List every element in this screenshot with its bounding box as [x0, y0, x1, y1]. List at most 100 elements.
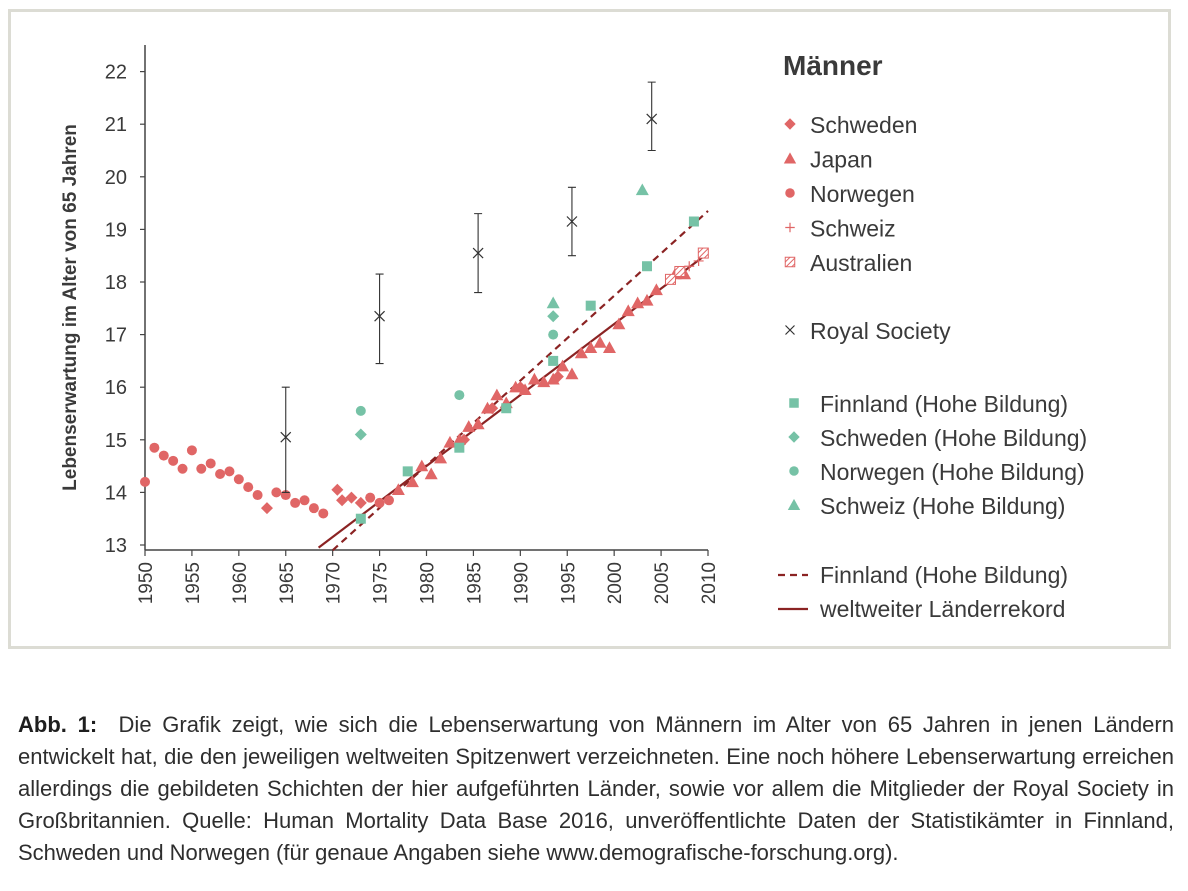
y-tick-label: 14: [105, 482, 127, 504]
record-point: [391, 483, 405, 495]
royal-society-point: [646, 113, 658, 125]
record-point: [518, 383, 532, 396]
record-point: [684, 261, 695, 272]
x-tick-label: 2010: [699, 562, 720, 604]
legend-marker: [783, 152, 797, 164]
legend-marker: [784, 256, 796, 268]
record-point: [602, 341, 616, 353]
royal-society-point: [472, 247, 484, 259]
legend-label: Japan: [810, 147, 873, 173]
record-point: [374, 497, 385, 508]
record-point: [415, 459, 429, 472]
legend-marker: [784, 118, 796, 130]
error-bar: [375, 273, 384, 365]
record-point: [697, 247, 709, 259]
error-bar: [647, 81, 656, 152]
education-point: [547, 310, 560, 323]
x-tick-label: 1995: [558, 562, 579, 604]
legend-marker: [785, 325, 795, 335]
x-tick-label: 2005: [652, 562, 673, 604]
record-point: [546, 372, 560, 385]
x-tick-label: 1970: [324, 562, 345, 604]
education-point: [548, 329, 559, 340]
legend: Männer Schweden Japan Norwegen Schweiz Austra…: [778, 50, 1087, 622]
education-point: [688, 216, 699, 227]
legend-label: Australien: [810, 250, 912, 276]
legend-label: Norwegen (Hohe Bildung): [820, 459, 1085, 485]
record-point: [243, 482, 254, 493]
royal-society-point: [374, 310, 386, 322]
education-point: [402, 466, 413, 477]
record-point: [331, 483, 344, 496]
legend-marker: [785, 222, 795, 233]
legend-label: weltweiter Länderrekord: [819, 596, 1065, 622]
figure-caption: Abb. 1: Die Grafik zeigt, wie sich die L…: [18, 709, 1174, 869]
record-point: [640, 293, 654, 306]
record-point: [383, 495, 394, 506]
x-tick-label: 1955: [183, 562, 204, 604]
record-point: [158, 450, 169, 461]
record-point: [233, 474, 244, 485]
record-point: [149, 442, 160, 453]
record-point: [168, 455, 179, 466]
x-tick-label: 1960: [230, 562, 251, 604]
education-point: [635, 183, 649, 196]
record-point: [140, 476, 150, 487]
record-point: [196, 463, 207, 474]
education-point: [454, 442, 465, 453]
y-tick-label: 16: [105, 377, 127, 399]
record-point: [574, 346, 588, 359]
record-point: [186, 445, 197, 456]
legend-label: Finnland (Hohe Bildung): [820, 391, 1068, 417]
record-point: [271, 487, 282, 498]
education-point: [548, 355, 559, 366]
record-point: [365, 492, 376, 503]
record-point: [290, 497, 301, 508]
record-point: [318, 508, 329, 519]
education-point: [355, 405, 366, 416]
record-point: [177, 463, 188, 474]
y-tick-label: 21: [105, 114, 127, 136]
legend-marker: [788, 431, 800, 443]
y-tick-label: 15: [105, 430, 127, 452]
legend-marker: [789, 466, 799, 476]
record-point: [649, 283, 663, 296]
caption-text: Die Grafik zeigt, wie sich die Lebenserw…: [18, 712, 1174, 865]
figure-frame: [8, 9, 1171, 649]
x-tick-label: 1990: [511, 562, 532, 604]
y-tick-label: 22: [105, 62, 127, 84]
education-point: [642, 261, 653, 272]
record-point: [462, 420, 476, 432]
record-point: [452, 433, 466, 445]
record-point: [405, 475, 419, 488]
record-point: [345, 491, 358, 504]
y-axis-label: Lebenserwartung im Alter von 65 Jahren: [60, 124, 81, 491]
education-point: [501, 403, 512, 414]
record-point: [252, 490, 263, 501]
record-point: [490, 388, 504, 401]
legend-label: Schweden (Hohe Bildung): [820, 425, 1087, 451]
data-marks: [140, 81, 709, 524]
record-point: [215, 468, 226, 479]
record-point: [424, 467, 438, 480]
x-tick-label: 2000: [605, 562, 626, 604]
record-point: [621, 304, 635, 317]
x-tick-label: 1965: [277, 562, 298, 604]
legend-marker: [789, 398, 799, 408]
record-point: [593, 335, 607, 348]
y-tick-label: 13: [105, 535, 127, 557]
legend-label: Norwegen: [810, 181, 915, 207]
record-point: [224, 466, 235, 477]
legend-label: Schweiz (Hohe Bildung): [820, 493, 1065, 519]
record-point: [664, 273, 676, 285]
record-point: [434, 451, 448, 464]
legend-label: Finnland (Hohe Bildung): [820, 562, 1068, 588]
record-point: [260, 502, 273, 515]
axes: 13 14 15 16 17 18 19 20 21 22 1950 1955 1960 1965 1970…: [60, 45, 720, 604]
record-point: [205, 458, 216, 469]
record-point: [336, 494, 349, 507]
y-tick-label: 19: [105, 219, 127, 241]
record-point: [612, 317, 626, 330]
legend-marker: [785, 188, 795, 198]
legend-label: Schweden: [810, 112, 917, 138]
